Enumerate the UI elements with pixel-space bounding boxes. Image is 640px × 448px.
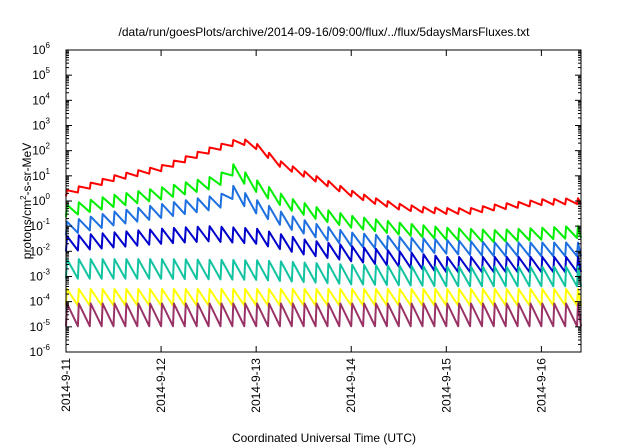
y-tick-label: 10-2: [30, 242, 51, 258]
x-tick-label: 2014-9-11: [59, 358, 73, 412]
y-axis: 10-6 10-5 10-4 10-3 10-2 10-1 100 101 102 103 104 1…: [30, 41, 581, 359]
y-tick-label: 106: [32, 41, 50, 57]
y-axis-label-pre: protons/cm: [20, 200, 34, 259]
series-line: [65, 258, 582, 288]
y-tick-label: 10-4: [30, 293, 51, 309]
y-axis-label: protons/cm2-s-sr-MeV: [19, 143, 34, 259]
y-tick-label: 101: [32, 167, 50, 183]
x-tick-label: 2014-9-12: [154, 358, 168, 413]
y-tick-label: 10-6: [30, 343, 51, 359]
series-line: [65, 225, 582, 274]
x-axis-label: Coordinated Universal Time (UTC): [232, 431, 416, 445]
series-line: [65, 184, 582, 258]
x-tick-label: 2014-9-15: [439, 358, 453, 413]
y-tick-label: 102: [32, 142, 50, 158]
x-axis: 2014-9-11 2014-9-12 2014-9-13 2014-9-14 2014…: [59, 50, 548, 413]
y-tick-label: 104: [32, 91, 50, 107]
x-tick-label: 2014-9-13: [249, 358, 263, 413]
y-tick-label: 100: [32, 192, 50, 208]
y-tick-label: 10-5: [30, 318, 51, 334]
y-tick-label: 10-3: [30, 268, 51, 284]
x-tick-label: 2014-9-16: [534, 358, 548, 413]
y-axis-label-post: -s-sr-MeV: [20, 143, 34, 196]
series-line: [65, 163, 582, 244]
plot-frame: [65, 49, 582, 353]
x-tick-label: 2014-9-14: [344, 358, 358, 413]
y-tick-label: 10-1: [30, 217, 51, 233]
chart-title: /data/run/goesPlots/archive/2014-09-16/0…: [119, 25, 531, 39]
series-line: [65, 288, 582, 307]
y-axis-label-sup: 2: [19, 195, 28, 200]
y-tick-label: 105: [32, 66, 50, 82]
series-line: [65, 138, 582, 215]
series-layer: [65, 138, 582, 328]
y-tick-label: 103: [32, 117, 50, 133]
series-line: [65, 302, 582, 328]
